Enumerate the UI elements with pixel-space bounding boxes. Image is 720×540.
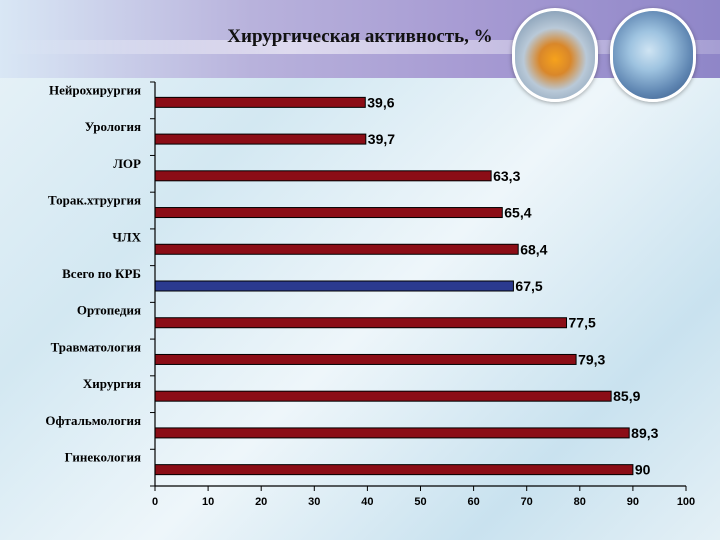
bar-2 [154,133,367,145]
x-tick-label: 0 [152,496,158,508]
category-labels: Нейрохирургия Урология ЛОР Торак.хтрургия ЧЛ… [45,82,141,464]
bar-7 [154,317,568,329]
bar-5 [154,243,519,255]
x-tick-label: 50 [414,496,426,508]
bar-3 [154,170,492,182]
bars-layer [154,96,634,476]
bar-6 [154,280,514,292]
x-tick-label: 10 [202,496,214,508]
x-tick-label: 60 [467,496,479,508]
bar-11 [154,464,634,476]
value-label: 79,3 [578,351,605,367]
value-label: 68,4 [520,241,547,257]
value-label: 65,4 [504,205,531,221]
value-label: 85,9 [613,388,640,404]
category-label: Всего по КРБ [62,266,141,281]
category-label: Ортопедия [77,303,141,318]
value-label: 89,3 [631,425,658,441]
category-label: Офтальмология [45,413,141,428]
bar-8 [154,353,577,365]
chart-title: Хирургическая активность, % [227,26,493,47]
x-tick-label: 90 [627,496,639,508]
value-label: 90 [635,462,651,478]
bar-9 [154,390,612,402]
category-label: Торак.хтрургия [48,193,141,208]
category-label: Хирургия [83,376,141,391]
category-label: Урология [85,119,141,134]
value-label: 63,3 [493,168,520,184]
x-tick-label: 80 [574,496,586,508]
x-tick-label: 40 [361,496,373,508]
bar-10 [154,427,630,439]
value-label: 77,5 [569,315,596,331]
value-labels: 39,6 39,7 63,3 65,4 68,4 67,5 77,5 79,3 85,9 89,3… [367,94,658,477]
category-label: ЛОР [113,156,141,171]
value-label: 39,6 [367,94,394,110]
medical-photo-right [610,8,696,102]
header-band [0,0,720,78]
bar-4 [154,207,503,219]
x-tick-label: 100 [677,496,695,508]
category-label: ЧЛХ [112,229,141,244]
category-label: Гинекология [65,450,141,465]
value-label: 67,5 [515,278,542,294]
bar-1 [154,96,366,108]
value-label: 39,7 [368,131,395,147]
x-tick-label: 20 [255,496,267,508]
medical-photo-left [512,8,598,102]
x-ticks: 0 10 20 30 40 50 60 70 80 90 100 [150,81,695,508]
category-label: Травматология [51,339,141,354]
x-tick-label: 30 [308,496,320,508]
x-tick-label: 70 [521,496,533,508]
category-label: Нейрохирургия [49,82,141,97]
